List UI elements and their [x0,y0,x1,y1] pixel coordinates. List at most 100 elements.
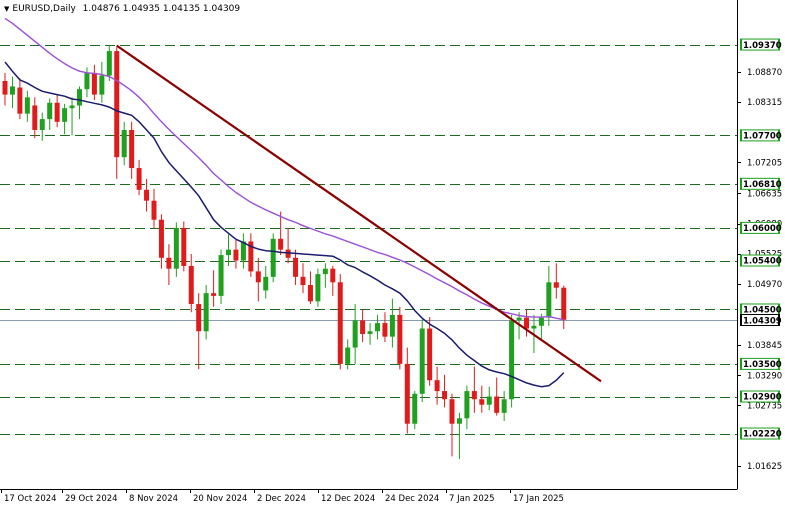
bull-candle-body [509,320,515,400]
level-label-text: 1.07700 [743,132,782,142]
candle [54,94,60,128]
candle [151,188,157,228]
bull-candle-body [531,325,537,329]
bear-candle-body [278,238,284,250]
level-label-inner [742,255,778,266]
bull-candle-body [218,255,224,296]
level-price-label: 1.04500 [740,303,782,316]
candle [486,386,492,411]
candle [509,314,515,408]
bear-candle-body [136,168,142,190]
bear-candle-body [330,268,336,283]
bull-candle-body [501,399,507,413]
bear-candle-body [151,200,157,220]
time-tick-label: 12 Dec 2024 [321,494,375,504]
candle [412,391,418,430]
bear-candle-body [561,287,567,320]
candle [136,159,142,196]
bear-candle-body [144,189,150,201]
bull-candle-body [352,320,358,348]
candle [464,385,470,430]
candle [144,178,150,212]
candle [561,285,567,330]
candle [114,47,120,179]
bull-candle-body [99,75,105,95]
price-tick-label: 1.08870 [747,68,782,78]
bull-candle-body [315,274,321,302]
current-label-inner [742,315,778,325]
bull-candle-body [263,276,269,291]
fast-moving-average-line [4,61,565,388]
price-tick-label: 1.03845 [747,341,782,351]
bear-candle-body [494,396,500,413]
candle [501,391,507,421]
chart-header: ▼ EURUSD,Daily 1.04876 1.04935 1.04135 1.… [4,4,240,14]
candle [524,309,529,337]
bull-candle-body [240,241,246,261]
candle [255,257,261,302]
level-label-inner [742,304,778,315]
bear-candle-body [479,399,485,405]
candle [240,233,246,269]
level-label-text: 1.03500 [743,360,782,370]
level-price-label: 1.09370 [740,38,782,51]
bear-candle-body [211,293,217,296]
candle [9,76,15,109]
bull-candle-body [69,105,75,109]
bull-candle-body [486,396,492,405]
bull-candle-body [375,323,380,332]
price-tick-label: 1.03290 [747,371,782,381]
collapse-triangle-icon[interactable]: ▼ [4,5,10,13]
candle [226,234,231,266]
bear-candle-body [300,276,306,285]
bear-candle-body [285,249,291,258]
price-tick-label: 1.01625 [747,462,782,472]
bear-candle-body [129,129,135,169]
current-price-label: 1.04309 [740,314,782,327]
bear-candle-body [181,227,187,266]
bull-candle-body [367,331,373,334]
price-tick-label: 1.07205 [747,158,782,168]
time-tick-label: 20 Nov 2024 [193,494,247,504]
level-price-label: 1.05400 [740,254,782,267]
price-tick-label: 1.08315 [747,98,782,108]
level-label-inner [742,358,778,369]
candle [419,319,425,402]
candle [2,72,8,106]
level-price-label: 1.06810 [740,177,782,190]
candle [382,312,388,343]
candle [211,270,217,307]
level-label-text: 1.06000 [743,224,782,234]
bull-candle-body [24,97,30,114]
candle [203,285,209,340]
time-tick-label: 8 Nov 2024 [129,494,178,504]
level-label-inner [742,391,778,402]
bear-candle-body [196,304,202,332]
candle [99,61,105,103]
candle [218,249,224,305]
bull-candle-body [516,317,522,321]
level-label-inner [742,428,778,439]
level-label-text: 1.06810 [743,180,782,190]
candle [546,265,552,326]
bear-candle-body [442,391,448,400]
price-tick-label: 1.04970 [747,280,782,290]
bear-candle-body [158,219,164,258]
candle [367,323,373,345]
bull-candle-body [322,268,328,275]
candle [106,45,112,81]
bull-candle-body [226,249,231,256]
time-tick-label: 24 Dec 2024 [385,494,439,504]
candle [360,309,366,343]
candle [69,97,75,136]
candle [285,227,291,264]
slow-moving-average-line [4,17,564,321]
bull-candle-body [538,317,544,326]
time-tick-label: 17 Oct 2024 [4,494,57,504]
candle [404,347,410,434]
candle [158,214,164,269]
bull-candle-body [9,86,15,95]
level-price-label: 1.06000 [740,221,782,234]
bull-candle-body [270,238,276,277]
